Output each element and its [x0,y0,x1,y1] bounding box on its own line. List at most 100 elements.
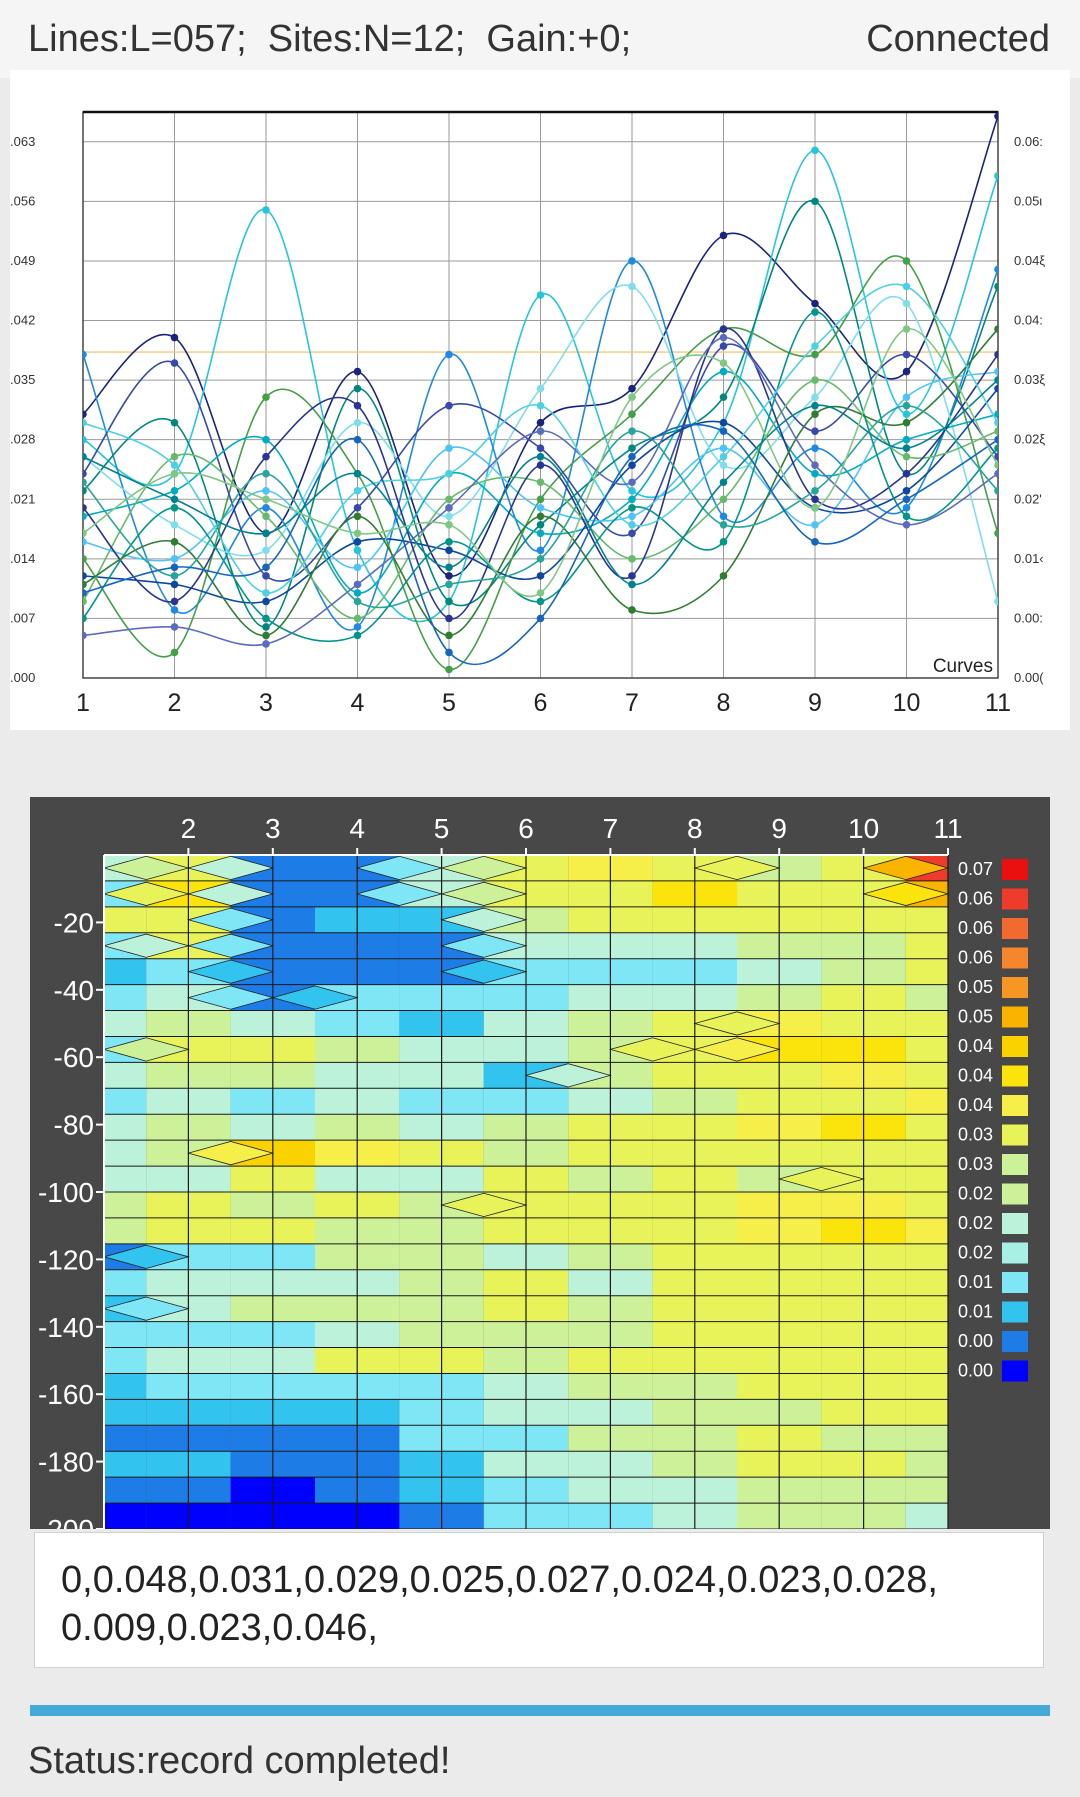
series-point [628,486,636,495]
series-point [262,512,270,521]
legend-label: 0.07 [958,859,993,879]
legend-swatch [1002,1331,1028,1352]
series-point [994,112,998,121]
legend-label: 0.01 [958,1302,993,1322]
x-tick-label: 11 [933,813,962,844]
series-point [628,572,636,580]
connection-status: Connected [866,18,1050,60]
y-tick-label-left: .007 [10,610,35,625]
series-point [811,342,819,350]
series-point [902,393,911,401]
series-point [170,555,179,563]
y-tick-label-right: 0.03ξ [1014,372,1045,387]
series-point [83,538,87,546]
series-point [719,333,728,342]
series-point [536,401,545,410]
contour-cell [905,1243,948,1271]
contour-cell [905,1347,948,1374]
y-tick-label: -40 [54,975,94,1006]
series-point [628,478,636,487]
contour-cell [905,1217,948,1245]
contour-cell [905,1425,948,1452]
x-tick-label: 5 [442,689,456,717]
series-point [811,350,819,359]
series-point [353,401,362,410]
series-line [83,255,998,671]
y-tick-label-left: .056 [10,193,35,208]
series-point [170,623,179,631]
legend-swatch [1002,1301,1028,1323]
series-line [83,328,998,637]
legend-label: 0.04 [958,1095,993,1115]
contour-cell [104,1192,147,1219]
series-point [811,197,819,206]
series-point [994,529,998,538]
contour-cell [905,984,948,1012]
y-tick-label-left: .063 [10,134,35,149]
series-point [353,589,362,597]
contour-cell [905,1114,948,1141]
series-point [445,503,453,512]
x-tick-label: 11 [985,689,1011,717]
series-point [902,299,911,308]
legend-label: 0.06 [958,948,993,968]
series-point [445,648,453,657]
series-point [536,597,545,606]
series-point [536,461,545,470]
series-point [811,520,819,529]
series-point [902,486,911,495]
series-point [902,401,911,410]
series-point [353,563,362,572]
series-point [170,648,179,657]
y-tick-label-left: .028 [10,432,35,447]
series-point [262,495,270,504]
legend-swatch [1002,1065,1028,1087]
series-point [83,589,87,597]
series-point [170,572,179,580]
series-point [994,486,998,495]
y-tick-label-left: .042 [10,313,35,328]
y-tick-label: -140 [38,1312,94,1343]
series-point [811,393,819,401]
series-point [536,444,545,452]
series-point [994,384,998,393]
series-point [262,631,270,640]
series-point [445,631,453,640]
series-point [719,231,728,240]
series-point [262,393,270,401]
series-point [811,146,819,155]
x-tick-label: 2 [181,813,197,844]
series-point [902,435,911,444]
legend-swatch [1002,1124,1028,1146]
series-group [83,112,998,674]
contour-cell [104,1503,147,1530]
series-point [719,427,728,435]
contour-cell [104,1451,147,1478]
y-tick-label-left: .000 [10,670,35,685]
legend-swatch [1002,918,1028,939]
series-point [628,580,636,589]
series-point [170,418,179,427]
y-tick-label: -100 [38,1177,94,1208]
data-readout-line-2: 0.009,0.023,0.046, [61,1607,378,1649]
contour-cell [905,1192,948,1219]
series-point [628,384,636,393]
series-point [902,444,911,452]
legend-swatch [1002,1183,1028,1205]
series-point [628,555,636,563]
series-point [170,461,179,470]
series-point [811,538,819,546]
x-tick-label: 6 [534,689,548,717]
series-point [994,435,998,444]
series-point [83,503,87,512]
x-tick-label: 10 [893,689,921,717]
series-point [902,469,911,478]
y-tick-label-right: 0.05ι [1014,193,1042,208]
acquisition-params: Lines:L=057; Sites:N=12; Gain:+0; [28,18,632,60]
legend-label: 0.02 [958,1243,993,1263]
series-point [83,478,87,487]
series-point [628,444,636,452]
x-tick-label: 1 [76,689,90,717]
series-point [719,512,728,521]
series-point [628,606,636,614]
